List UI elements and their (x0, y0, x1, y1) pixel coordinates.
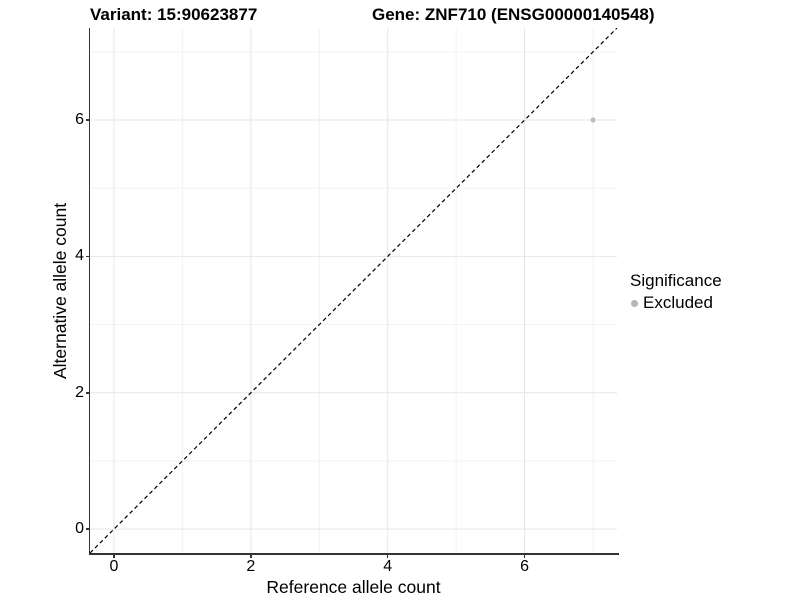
x-tick-label-4: 4 (383, 558, 393, 575)
x-tick-mark-6 (523, 553, 526, 558)
legend: Significance Excluded (630, 271, 722, 313)
y-tick-label-0: 0 (75, 520, 84, 538)
plot-area (90, 28, 617, 553)
data-point-excluded (590, 117, 596, 123)
x-tick-label-0: 0 (109, 558, 119, 575)
y-tick-mark-6 (85, 119, 90, 121)
plot-title-gene: Gene: ZNF710 (ENSG00000140548) (372, 5, 655, 24)
x-tick-mark-2 (250, 553, 252, 558)
legend-item-label: Excluded (643, 293, 713, 312)
plot-panel (90, 28, 617, 553)
y-tick-label-4: 4 (75, 247, 84, 265)
y-axis-line (88, 28, 90, 555)
y-tick-mark-0 (85, 528, 90, 530)
x-tick-label-2: 2 (246, 558, 256, 575)
y-tick-label-2: 2 (75, 383, 84, 401)
x-axis-line (88, 553, 619, 555)
excluded-point-marker-icon (631, 299, 638, 307)
y-tick-mark-2 (85, 392, 90, 394)
y-tick-mark-4 (85, 255, 90, 258)
legend-item-excluded: Excluded (630, 293, 722, 313)
y-axis-title: Alternative allele count (50, 202, 70, 379)
plot-title-variant: Variant: 15:90623877 (90, 5, 258, 24)
x-tick-mark-4 (386, 553, 389, 558)
x-axis-title: Reference allele count (266, 577, 441, 597)
identity-line (90, 28, 617, 553)
x-tick-label-6: 6 (520, 558, 530, 575)
x-tick-mark-0 (113, 553, 115, 558)
legend-title: Significance (630, 271, 722, 290)
y-tick-label-6: 6 (75, 111, 84, 129)
